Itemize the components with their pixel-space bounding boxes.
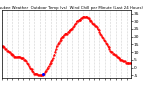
Title: Milwaukee Weather  Outdoor Temp (vs)  Wind Chill per Minute (Last 24 Hours): Milwaukee Weather Outdoor Temp (vs) Wind… bbox=[0, 6, 143, 10]
